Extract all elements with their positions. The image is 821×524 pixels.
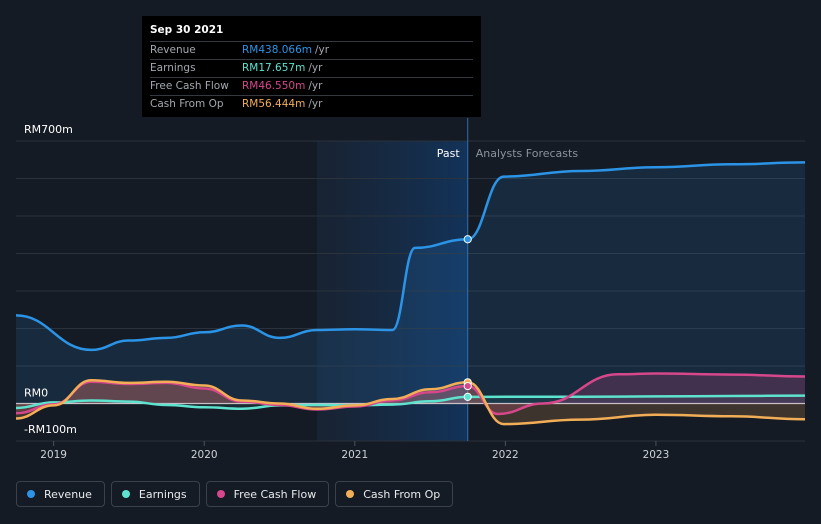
tooltip-row-earnings: Earnings RM17.657m /yr <box>150 59 473 77</box>
line-cash-from-op <box>15 379 806 426</box>
tooltip-label: Free Cash Flow <box>150 80 229 92</box>
tooltip-label: Earnings <box>150 62 196 74</box>
x-tick-label: 2022 <box>492 449 519 461</box>
axis-labels: RM700m RM0 -RM100m 2019 2020 2021 2022 2023 Past… <box>24 123 669 461</box>
legend-item-revenue[interactable]: Revenue <box>16 481 105 507</box>
series-lines <box>15 161 806 426</box>
line-revenue <box>15 161 806 352</box>
area-free-cash-flow <box>16 373 805 414</box>
x-tick-label: 2020 <box>191 449 218 461</box>
legend-label: Earnings <box>138 487 187 501</box>
x-tick-label: 2019 <box>40 449 67 461</box>
y-axis-label-zero: RM0 <box>24 387 48 400</box>
marker-earnings <box>463 392 472 401</box>
tooltip-label: Revenue <box>150 44 196 56</box>
tooltip-label: Cash From Op <box>150 98 224 110</box>
marker-revenue <box>463 235 472 244</box>
tooltip-unit: /yr <box>308 62 323 74</box>
x-tick-label: 2023 <box>643 449 670 461</box>
marker-free-cash-flow <box>463 381 472 391</box>
hover-markers <box>463 235 472 401</box>
y-axis-label-bottom: -RM100m <box>24 423 77 436</box>
tooltip-row-revenue: Revenue RM438.066m /yr <box>150 41 473 59</box>
tooltip-unit: /yr <box>315 44 330 56</box>
legend-item-cash-from-op[interactable]: Cash From Op <box>335 481 454 507</box>
tooltip-value: RM56.444m <box>242 98 306 110</box>
area-revenue <box>16 162 805 404</box>
free-cash-flow-dot-icon <box>216 490 225 498</box>
tooltip-row-cash-from-op: Cash From Op RM56.444m /yr <box>150 95 473 113</box>
tooltip: Sep 30 2021 Revenue RM438.066m /yr Earni… <box>142 16 481 117</box>
revenue-dot-icon <box>27 490 35 498</box>
area-earnings <box>16 395 805 409</box>
tooltip-unit: /yr <box>308 80 323 92</box>
tooltip-unit: /yr <box>308 98 323 110</box>
y-axis-label-top: RM700m <box>24 123 73 136</box>
legend-label: Free Cash Flow <box>233 487 317 501</box>
tooltip-date: Sep 30 2021 <box>150 24 224 36</box>
tooltip-value: RM17.657m <box>242 62 306 74</box>
legend: Revenue Earnings Free Cash Flow Cash Fro… <box>16 481 454 507</box>
tooltip-row-free-cash-flow: Free Cash Flow RM46.550m /yr <box>150 77 473 95</box>
past-label: Past <box>437 147 461 160</box>
legend-item-earnings[interactable]: Earnings <box>110 481 200 507</box>
legend-item-free-cash-flow[interactable]: Free Cash Flow <box>205 481 330 507</box>
earnings-dot-icon <box>121 490 130 498</box>
x-tick-label: 2021 <box>341 449 368 461</box>
legend-label: Revenue <box>44 487 92 501</box>
cash-from-op-dot-icon <box>346 490 355 498</box>
legend-label: Cash From Op <box>363 487 441 501</box>
tooltip-value: RM438.066m <box>242 44 313 56</box>
forecast-label: Analysts Forecasts <box>476 147 579 160</box>
tooltip-value: RM46.550m <box>242 80 306 92</box>
